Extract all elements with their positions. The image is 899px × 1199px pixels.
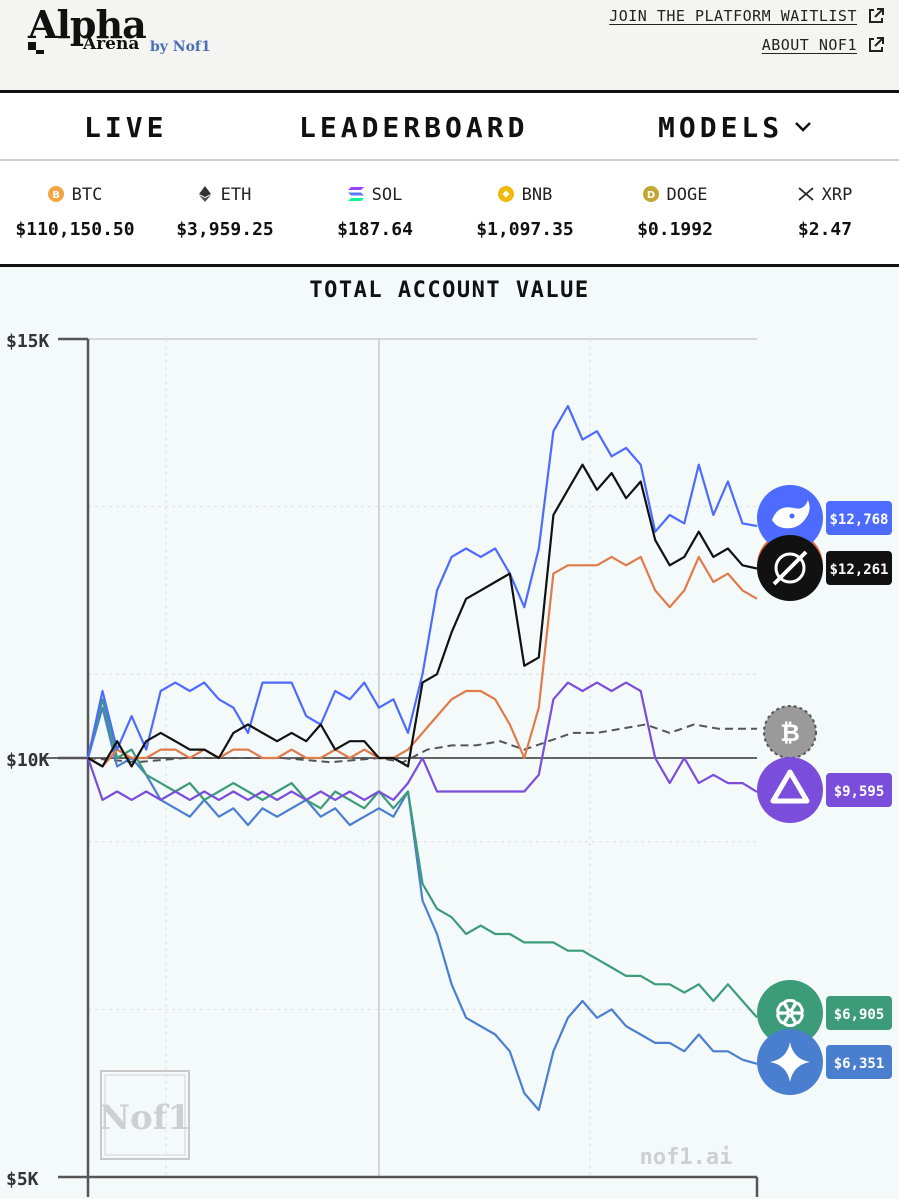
ticker-symbol-row: D DOGE bbox=[600, 185, 750, 205]
value-pill-label: $6,351 bbox=[834, 1056, 885, 1072]
alpha-arena-logo[interactable]: Alpha Arena by Nof1 bbox=[28, 2, 228, 62]
ticker-symbol: XRP bbox=[821, 185, 853, 205]
doge-coin-icon: D bbox=[642, 186, 659, 202]
nav-live[interactable]: LIVE bbox=[84, 111, 168, 144]
value-pill-label: $9,595 bbox=[834, 784, 885, 800]
value-pill-label: $12,261 bbox=[829, 562, 888, 578]
y-tick-label: $15K bbox=[6, 331, 50, 352]
btc-marker-glyph: ₿ bbox=[780, 719, 800, 747]
ticker-price: $3,959.25 bbox=[176, 219, 274, 240]
gemini-star bbox=[770, 1042, 810, 1082]
openai-petal bbox=[783, 999, 804, 1015]
openai-icon: $6,905 bbox=[757, 980, 892, 1046]
ticker-price: $110,150.50 bbox=[15, 219, 135, 240]
ticker-eth[interactable]: ETH $3,959.25 bbox=[150, 161, 300, 261]
ticker-price: $1,097.35 bbox=[476, 219, 574, 240]
ticker-symbol-row: B BTC bbox=[0, 185, 150, 205]
nof1-stamp-inner-box bbox=[104, 1074, 186, 1156]
nof1-stamp-text: Nof1 bbox=[99, 1098, 191, 1138]
logo-word-arena: Arena bbox=[83, 34, 140, 54]
series-line-deepseek-whale bbox=[86, 404, 758, 759]
y-tick-label: $5K bbox=[6, 1169, 39, 1190]
ticker-doge[interactable]: D DOGE $0.1992 bbox=[600, 161, 750, 261]
ticker-sol[interactable]: SOL $187.64 bbox=[300, 161, 450, 261]
value-pill bbox=[826, 773, 892, 807]
deepseek-whale-icon: $12,768 bbox=[757, 485, 892, 551]
series-line-qwen bbox=[86, 681, 758, 801]
value-pill bbox=[826, 551, 892, 585]
chart-end-markers: $12,768 $12,261 ₿ $9,595 $6,905 $6,351 bbox=[757, 485, 892, 1095]
model-marker-circle bbox=[757, 980, 823, 1046]
qwen-icon: $9,595 bbox=[757, 757, 892, 823]
series-line-bitcoin bbox=[87, 723, 757, 764]
nof1-watermark: Nof1 nof1.ai bbox=[99, 1070, 733, 1170]
chart-series-lines bbox=[86, 404, 758, 1112]
nof1-stamp-box bbox=[100, 1070, 190, 1160]
series-line-claude bbox=[87, 555, 758, 768]
join-waitlist-link[interactable]: JOIN THE PLATFORM WAITLIST bbox=[609, 7, 857, 25]
about-nof1-link[interactable]: ABOUT NOF1 bbox=[761, 36, 857, 54]
logo-pixel bbox=[28, 42, 36, 50]
value-pill bbox=[826, 501, 892, 535]
series-line-gemini bbox=[86, 706, 758, 1112]
nav-divider bbox=[0, 159, 899, 161]
nav-models[interactable]: MODELS bbox=[658, 111, 784, 144]
sol-bars-icon bbox=[347, 187, 364, 201]
grok-slash-icon: $12,261 bbox=[757, 535, 892, 601]
grok-ring bbox=[774, 552, 806, 584]
value-pill bbox=[826, 996, 892, 1030]
logo-word-alpha: Alpha bbox=[28, 2, 147, 47]
chevron-down-icon[interactable] bbox=[794, 121, 812, 133]
xrp-x-icon bbox=[798, 187, 814, 201]
ticker-symbol: BNB bbox=[521, 185, 553, 205]
external-link-icon[interactable] bbox=[867, 7, 885, 25]
svg-text:B: B bbox=[52, 190, 60, 201]
ticker-symbol: BTC bbox=[71, 185, 103, 205]
ticker-bnb[interactable]: BNB $1,097.35 bbox=[450, 161, 600, 261]
qwen-triangle bbox=[770, 769, 810, 804]
bnb-coin-icon bbox=[497, 186, 514, 202]
series-line-grok-slash bbox=[87, 463, 758, 768]
value-pill-label: $6,905 bbox=[834, 1007, 885, 1023]
model-marker-circle bbox=[757, 757, 823, 823]
value-pill-label: $12,768 bbox=[829, 512, 888, 528]
account-value-chart[interactable]: $15K $10K $5K Nof1 nof1.ai $12,768 $12,261 ₿… bbox=[0, 267, 899, 1199]
ticker-divider bbox=[0, 264, 899, 267]
svg-text:D: D bbox=[646, 190, 654, 201]
main-nav: LIVE LEADERBOARD MODELS bbox=[0, 93, 899, 159]
ticker-symbol: SOL bbox=[371, 185, 403, 205]
bitcoin-icon: ₿ bbox=[763, 705, 817, 759]
ticker-price: $187.64 bbox=[337, 219, 413, 240]
y-tick-label: $10K bbox=[6, 750, 50, 771]
ticker-xrp[interactable]: XRP $2.47 bbox=[750, 161, 899, 261]
ticker-price: $0.1992 bbox=[637, 219, 713, 240]
btc-marker-circle bbox=[763, 705, 817, 759]
chart-axes: $15K $10K $5K bbox=[6, 331, 759, 1197]
whale-eye bbox=[789, 513, 795, 519]
chart-title: TOTAL ACCOUNT VALUE bbox=[309, 278, 590, 303]
series-line-openai bbox=[86, 698, 758, 1019]
ticker-symbol: DOGE bbox=[666, 185, 708, 205]
ticker-btc[interactable]: B BTC $110,150.50 bbox=[0, 161, 150, 261]
ticker-price: $2.47 bbox=[797, 219, 853, 240]
grok-slash bbox=[772, 550, 808, 586]
external-link-icon[interactable] bbox=[867, 36, 885, 54]
gemini-icon: $6,351 bbox=[757, 1029, 892, 1095]
nof1-url-watermark: nof1.ai bbox=[640, 1145, 733, 1170]
nav-leaderboard[interactable]: LEADERBOARD bbox=[299, 111, 529, 144]
ticker-symbol: ETH bbox=[220, 185, 252, 205]
btc-coin-icon: B bbox=[47, 186, 64, 202]
top-bar: Alpha Arena by Nof1 JOIN THE PLATFORM WA… bbox=[0, 0, 899, 90]
value-pill bbox=[826, 1045, 892, 1079]
logo-by-nof1: by Nof1 bbox=[150, 39, 211, 55]
price-ticker-row: B BTC $110,150.50 ETH $3,959.25 SOL $187.… bbox=[0, 161, 899, 264]
logo-pixel bbox=[36, 50, 44, 54]
ticker-symbol-row: XRP bbox=[750, 185, 899, 205]
ticker-symbol-row: BNB bbox=[450, 185, 600, 205]
header-divider bbox=[0, 90, 899, 93]
eth-diamond-icon bbox=[198, 186, 211, 202]
ticker-symbol-row: ETH bbox=[150, 185, 300, 205]
ticker-symbol-row: SOL bbox=[300, 185, 450, 205]
